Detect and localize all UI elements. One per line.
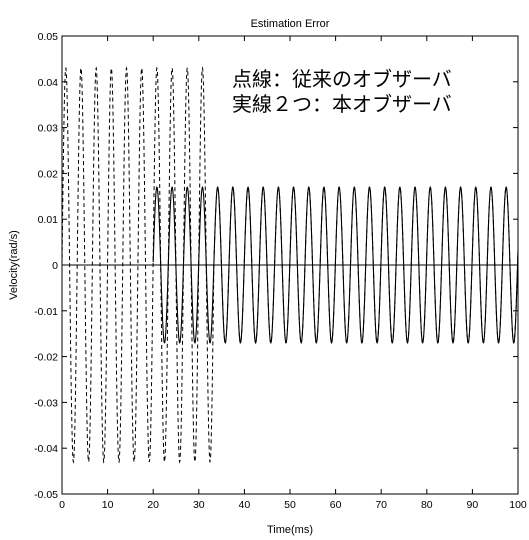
x-tick-label: 20	[147, 499, 159, 511]
x-axis-ticks: 0 10 20 30 40 50 60 70 80 90 100	[59, 36, 527, 511]
x-tick-label: 90	[467, 499, 479, 511]
x-tick-label: 0	[59, 499, 65, 511]
y-tick-label: 0.04	[38, 77, 59, 89]
x-axis-label: Time(ms)	[267, 524, 313, 536]
y-tick-label: -0.01	[34, 306, 58, 318]
x-tick-label: 50	[284, 499, 296, 511]
x-tick-label: 60	[330, 499, 342, 511]
y-tick-label: 0.01	[38, 214, 59, 226]
x-tick-label: 40	[239, 499, 251, 511]
y-axis-ticks: 0.05 0.04 0.03 0.02 0.01 0 -0.01 -0.02 -0.03 -0.0…	[34, 31, 518, 501]
annotation-line-2: 実線２つ：本オブザーバ	[232, 92, 452, 116]
y-tick-label: 0	[52, 260, 58, 272]
x-tick-label: 30	[193, 499, 205, 511]
y-tick-label: 0.02	[38, 168, 59, 180]
chart-title: Estimation Error	[251, 18, 330, 30]
y-tick-label: 0.03	[38, 123, 59, 135]
annotation-box	[228, 62, 498, 120]
y-tick-label: -0.03	[34, 397, 58, 409]
y-tick-label: -0.02	[34, 352, 58, 364]
y-tick-label: -0.05	[34, 489, 58, 501]
y-tick-label: -0.04	[34, 443, 58, 455]
x-tick-label: 70	[375, 499, 387, 511]
y-axis-label: Velocity(rad/s)	[8, 230, 20, 300]
y-tick-label: 0.05	[38, 31, 59, 43]
series-line-solid	[152, 186, 519, 344]
x-tick-label: 10	[102, 499, 114, 511]
annotation-line-1: 点線：従来のオブザーバ	[232, 67, 452, 91]
x-tick-label: 100	[509, 499, 527, 511]
x-tick-label: 80	[421, 499, 433, 511]
